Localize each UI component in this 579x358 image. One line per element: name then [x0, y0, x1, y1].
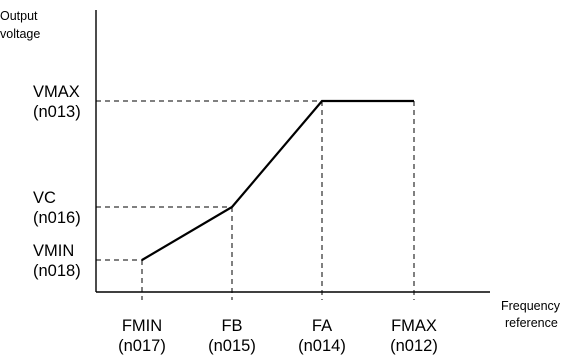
x-axis-title-line-1: Frequency: [501, 299, 561, 313]
y-axis-title-line-1: Output: [0, 9, 38, 23]
x-axis-title-line-2: reference: [505, 316, 558, 330]
y-tick-vmin-param: (n018): [33, 262, 81, 280]
x-tick-fmax-param: (n012): [390, 337, 438, 355]
curve-layer: [141, 99, 414, 261]
y-tick-vmax-name: VMAX: [33, 83, 80, 101]
y-tick-labels: VMAX (n013) VC (n016) VMIN (n018): [33, 83, 81, 280]
x-tick-fa-param: (n014): [298, 337, 346, 355]
y-axis-title: Output voltage: [0, 9, 40, 41]
x-tick-fmax-name: FMAX: [391, 317, 437, 335]
x-tick-fa-name: FA: [312, 317, 332, 335]
y-tick-vmax-param: (n013): [33, 103, 81, 121]
y-tick-vmin-name: VMIN: [33, 242, 74, 260]
x-tick-fb-param: (n015): [208, 337, 256, 355]
x-tick-fmin-param: (n017): [118, 337, 166, 355]
vf-curve-line: [141, 99, 414, 261]
y-axis-title-line-2: voltage: [0, 27, 40, 41]
y-tick-vc-name: VC: [33, 189, 56, 207]
x-tick-fb-name: FB: [221, 317, 242, 335]
x-tick-labels: FMIN (n017) FB (n015) FA (n014) FMAX (n012): [118, 317, 438, 355]
x-axis-title: Frequency reference: [501, 299, 561, 330]
guide-lines: [96, 100, 415, 300]
x-tick-fmin-name: FMIN: [122, 317, 162, 335]
y-tick-vc-param: (n016): [33, 209, 81, 227]
